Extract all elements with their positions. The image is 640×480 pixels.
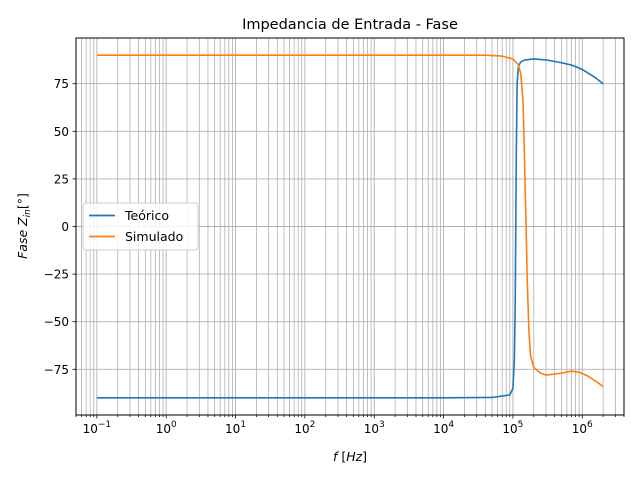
- y-axis-ticks: −75 −50 −25 0 25 50 75: [44, 77, 76, 377]
- y-tick-label: −25: [44, 268, 69, 282]
- y-axis-label: Fase Zin[°]: [15, 193, 33, 259]
- x-tick-label: 100: [156, 420, 177, 436]
- x-tick-label: 102: [294, 420, 315, 436]
- series-lines: [96, 54, 604, 399]
- y-tick-label: −50: [44, 315, 69, 329]
- legend-label-1: Teórico: [124, 208, 169, 223]
- x-tick-label: 101: [225, 420, 246, 436]
- y-tick-label: 0: [61, 220, 69, 234]
- y-tick-label: 25: [54, 172, 69, 186]
- x-tick-label: 106: [572, 420, 593, 436]
- x-tick-label: 103: [364, 420, 385, 436]
- legend: Teórico Simulado: [82, 202, 199, 251]
- x-tick-label: 105: [502, 420, 523, 436]
- series-line-1: [96, 58, 604, 399]
- y-tick-label: 50: [54, 125, 69, 139]
- x-axis-label: f [Hz]: [333, 449, 367, 464]
- x-tick-label: 104: [433, 420, 454, 436]
- x-tick-label: 10−1: [83, 420, 112, 436]
- legend-label-2: Simulado: [125, 229, 183, 244]
- y-tick-label: 75: [54, 77, 69, 91]
- chart-title: Impedancia de Entrada - Fase: [242, 17, 458, 33]
- series-line-2: [96, 54, 604, 388]
- x-axis-ticks: 10−1 100 101 102 103 104 105 106: [75, 415, 625, 436]
- y-tick-label: −75: [44, 363, 69, 377]
